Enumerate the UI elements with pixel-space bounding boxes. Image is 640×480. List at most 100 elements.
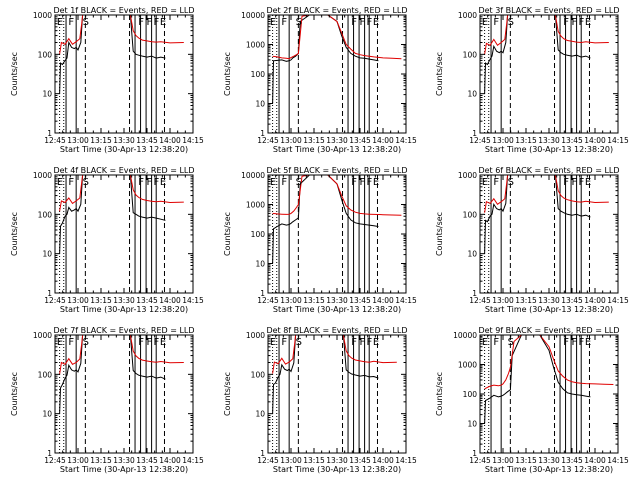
segment-label: F bbox=[563, 17, 569, 28]
y-tick-label: 1000 bbox=[33, 171, 52, 180]
segment-label: F bbox=[351, 337, 357, 348]
x-tick-label: 13:15 bbox=[515, 296, 537, 305]
series-line-lld bbox=[59, 15, 184, 55]
segment-label: F bbox=[147, 177, 153, 188]
segment-label: E bbox=[482, 17, 488, 28]
x-tick-label: 13:00 bbox=[492, 456, 514, 465]
chart-panel-1: 12:45 13:00 13:15 13:30 13:45 14:00 14:15 1 10 10… bbox=[10, 6, 204, 154]
y-axis-label: Counts/sec bbox=[435, 372, 444, 416]
y-tick-label: 10 bbox=[255, 410, 265, 419]
x-axis-label: Start Time (30-Apr-13 12:38:20) bbox=[485, 305, 613, 314]
x-tick-label: 13:15 bbox=[303, 296, 325, 305]
y-tick-label: 1000 bbox=[33, 11, 52, 20]
segment-label: F bbox=[138, 17, 144, 28]
x-tick-label: 13:45 bbox=[136, 296, 158, 305]
segment-label: E bbox=[585, 17, 591, 28]
y-tick-label: 1 bbox=[472, 129, 477, 138]
chart-panel-2: 12:45 13:00 13:15 13:30 13:45 14:00 14:15 1 10 10… bbox=[223, 6, 417, 154]
segment-label: F bbox=[281, 337, 287, 348]
x-axis-label: Start Time (30-Apr-13 12:38:20) bbox=[485, 465, 613, 474]
chart-panel-8: 12:45 13:00 13:15 13:30 13:45 14:00 14:15 1 10 10… bbox=[223, 326, 417, 474]
y-tick-label: 10000 bbox=[453, 331, 477, 340]
x-tick-label: 13:45 bbox=[349, 136, 371, 145]
segment-label: E bbox=[585, 177, 591, 188]
y-tick-label: 100 bbox=[251, 230, 266, 239]
x-tick-label: 13:00 bbox=[492, 296, 514, 305]
x-tick-label: 13:30 bbox=[326, 136, 348, 145]
chart-panel-9: 12:45 13:00 13:15 13:30 13:45 14:00 14:15 1 10 10… bbox=[435, 326, 629, 474]
segment-label: E bbox=[482, 177, 488, 188]
x-tick-label: 13:30 bbox=[538, 296, 560, 305]
x-axis-label: Start Time (30-Apr-13 12:38:20) bbox=[485, 145, 613, 154]
y-tick-label: 10000 bbox=[241, 171, 265, 180]
x-tick-label: 13:15 bbox=[303, 136, 325, 145]
series-line-events bbox=[272, 335, 379, 414]
segment-label: F bbox=[493, 177, 499, 188]
y-tick-label: 1 bbox=[47, 129, 52, 138]
segment-label: E bbox=[270, 337, 276, 348]
segment-label: F bbox=[360, 337, 366, 348]
y-tick-label: 10 bbox=[467, 250, 477, 259]
x-tick-label: 13:15 bbox=[90, 136, 112, 145]
y-tick-label: 10000 bbox=[241, 11, 265, 20]
plot-title: Det 4f BLACK = Events, RED = LLD bbox=[53, 166, 194, 175]
segment-label: S bbox=[508, 177, 514, 188]
segment-label: F bbox=[351, 17, 357, 28]
x-tick-label: 14:15 bbox=[182, 136, 204, 145]
x-tick-label: 14:00 bbox=[372, 136, 394, 145]
y-tick-label: 1 bbox=[47, 449, 52, 458]
segment-label: E bbox=[373, 337, 379, 348]
y-axis-label: Counts/sec bbox=[223, 212, 232, 256]
y-tick-label: 1 bbox=[260, 289, 265, 298]
segment-label: F bbox=[147, 337, 153, 348]
y-tick-label: 100 bbox=[38, 370, 53, 379]
x-tick-label: 14:00 bbox=[159, 456, 181, 465]
segment-label: F bbox=[493, 337, 499, 348]
segment-label: E bbox=[160, 337, 166, 348]
plot-title: Det 7f BLACK = Events, RED = LLD bbox=[53, 326, 194, 335]
y-tick-label: 10 bbox=[42, 250, 52, 259]
segment-label: E bbox=[57, 337, 63, 348]
x-tick-label: 12:45 bbox=[44, 296, 66, 305]
series-line-events bbox=[272, 15, 379, 104]
y-tick-label: 1 bbox=[260, 129, 265, 138]
x-axis-label: Start Time (30-Apr-13 12:38:20) bbox=[273, 145, 401, 154]
series-line-events bbox=[59, 335, 166, 414]
series-line-events bbox=[272, 175, 379, 264]
series-line-lld bbox=[59, 175, 184, 212]
segment-label: E bbox=[482, 337, 488, 348]
y-tick-label: 100 bbox=[38, 210, 53, 219]
y-axis-label: Counts/sec bbox=[435, 52, 444, 96]
x-tick-label: 12:45 bbox=[469, 456, 491, 465]
x-tick-label: 13:30 bbox=[113, 456, 135, 465]
plot-title: Det 8f BLACK = Events, RED = LLD bbox=[266, 326, 407, 335]
x-tick-label: 14:15 bbox=[182, 296, 204, 305]
series-line-lld bbox=[484, 335, 614, 390]
x-tick-label: 13:30 bbox=[326, 456, 348, 465]
series-line-events bbox=[484, 175, 591, 254]
y-axis-label: Counts/sec bbox=[10, 372, 19, 416]
segment-label: F bbox=[153, 17, 159, 28]
segment-label: F bbox=[153, 337, 159, 348]
segment-label: E bbox=[270, 177, 276, 188]
y-tick-label: 1 bbox=[472, 449, 477, 458]
x-tick-label: 13:00 bbox=[492, 136, 514, 145]
y-tick-label: 10 bbox=[42, 410, 52, 419]
x-tick-label: 14:15 bbox=[607, 136, 629, 145]
y-tick-label: 10 bbox=[42, 90, 52, 99]
segment-label: F bbox=[572, 337, 578, 348]
segment-label: E bbox=[57, 17, 63, 28]
x-axis-label: Start Time (30-Apr-13 12:38:20) bbox=[60, 145, 188, 154]
y-tick-label: 1000 bbox=[246, 201, 265, 210]
x-axis-label: Start Time (30-Apr-13 12:38:20) bbox=[60, 465, 188, 474]
series-line-events bbox=[484, 335, 591, 424]
y-tick-label: 10 bbox=[255, 260, 265, 269]
x-tick-label: 14:00 bbox=[159, 296, 181, 305]
y-axis-label: Counts/sec bbox=[10, 212, 19, 256]
segment-label: E bbox=[270, 17, 276, 28]
x-tick-label: 14:15 bbox=[395, 136, 417, 145]
series-line-lld bbox=[272, 15, 402, 60]
x-tick-label: 13:15 bbox=[515, 456, 537, 465]
segment-label: F bbox=[572, 17, 578, 28]
